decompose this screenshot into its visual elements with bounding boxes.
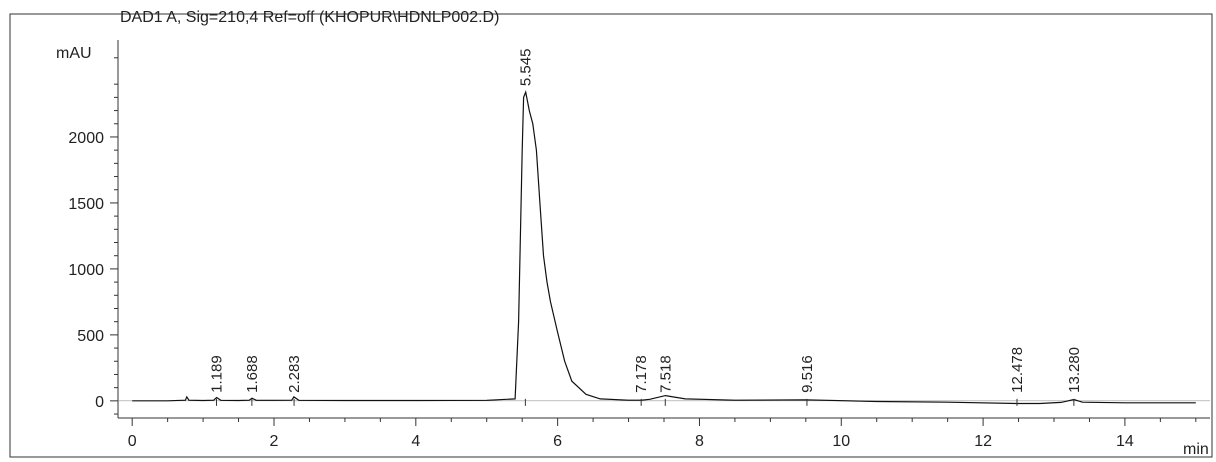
x-tick-label: 2 (270, 433, 279, 450)
peak-label: 1.688 (244, 355, 261, 393)
y-axis-label: mAU (56, 45, 92, 62)
x-tick-label: 8 (695, 433, 704, 450)
y-tick-label: 1500 (68, 196, 104, 213)
signal-trace (132, 89, 1196, 405)
y-tick-label: 1000 (68, 262, 104, 279)
y-tick-label: 2000 (68, 130, 104, 147)
peak-label: 1.189 (208, 355, 225, 393)
peak-label: 13.280 (1066, 347, 1083, 393)
plot-frame (9, 13, 1213, 458)
y-tick-label: 500 (77, 328, 104, 345)
tick-marks: 0 2 4 6 8 10 12 14 0 500 1000 1500 2000 (68, 57, 1197, 450)
peak-label: 12.478 (1009, 347, 1026, 393)
peak-label: 7.178 (633, 355, 650, 393)
peak-label: 2.283 (286, 355, 303, 393)
x-tick-label: 10 (832, 433, 850, 450)
x-tick-label: 14 (1116, 433, 1134, 450)
chart-title: DAD1 A, Sig=210,4 Ref=off (KHOPUR\HDNLP0… (120, 9, 499, 26)
peak-label: 7.518 (657, 355, 674, 393)
y-tick-label: 0 (95, 394, 104, 411)
x-axis-label: min (1183, 441, 1209, 458)
peak-label: 9.516 (799, 355, 816, 393)
peak-annotations: 1.189 1.688 2.283 5.545 7.178 7.518 9.516 12.47… (208, 49, 1083, 406)
peak-label: 5.545 (517, 49, 534, 87)
x-tick-label: 0 (128, 433, 137, 450)
x-tick-label: 12 (974, 433, 992, 450)
series-layer (132, 89, 1196, 405)
x-tick-label: 4 (411, 433, 420, 450)
x-tick-label: 6 (553, 433, 562, 450)
